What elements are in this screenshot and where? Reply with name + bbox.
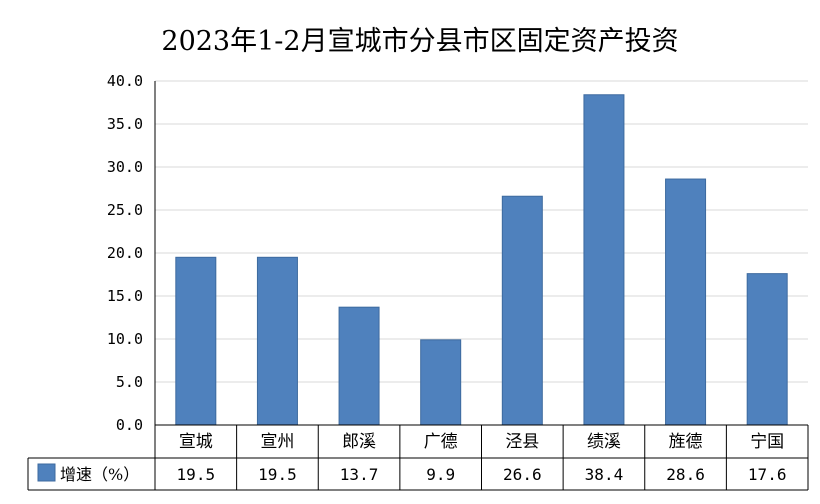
x-category-label: 广德 bbox=[424, 432, 458, 452]
data-value-label: 19.5 bbox=[177, 465, 216, 484]
data-value-label: 17.6 bbox=[748, 465, 787, 484]
bar bbox=[256, 256, 298, 426]
x-category-label: 郎溪 bbox=[342, 432, 376, 452]
y-tick-label: 10.0 bbox=[107, 330, 143, 348]
data-value-label: 13.7 bbox=[340, 465, 379, 484]
x-category-label: 绩溪 bbox=[587, 432, 621, 452]
bars bbox=[175, 94, 788, 426]
y-tick-label: 30.0 bbox=[107, 158, 143, 176]
gridlines bbox=[155, 80, 808, 383]
x-category-label: 宣城 bbox=[179, 432, 213, 452]
data-value-label: 19.5 bbox=[258, 465, 297, 484]
data-value-label: 38.4 bbox=[585, 465, 624, 484]
bar bbox=[746, 273, 788, 426]
y-tick-label: 35.0 bbox=[107, 115, 143, 133]
bar bbox=[583, 94, 625, 426]
data-value-label: 9.9 bbox=[426, 465, 455, 484]
data-value-label: 28.6 bbox=[666, 465, 705, 484]
bar bbox=[420, 339, 462, 426]
y-tick-label: 20.0 bbox=[107, 244, 143, 262]
chart-title: 2023年1-2月宣城市分县市区固定资产投资 bbox=[161, 26, 678, 57]
data-table: 宣城 19.5 宣州 19.5 郎溪 13.7 广德 9.9 泾县 26.6 绩溪 38.4 旌德 28.… bbox=[37, 432, 787, 484]
x-category-label: 宁国 bbox=[750, 432, 784, 452]
y-tick-label: 25.0 bbox=[107, 201, 143, 219]
y-tick-labels: 0.0 5.0 10.0 15.0 20.0 25.0 30.0 35.0 40.0 bbox=[107, 72, 143, 434]
axes bbox=[27, 81, 809, 491]
bar bbox=[665, 178, 707, 426]
bar bbox=[501, 195, 543, 426]
bar bbox=[175, 256, 217, 426]
y-tick-label: 5.0 bbox=[116, 373, 143, 391]
legend-swatch bbox=[37, 463, 56, 482]
y-tick-label: 40.0 bbox=[107, 72, 143, 90]
x-category-label: 旌德 bbox=[669, 432, 703, 452]
x-category-label: 宣州 bbox=[260, 432, 294, 452]
legend-label: 增速（%） bbox=[60, 465, 139, 484]
bar bbox=[338, 306, 380, 426]
data-value-label: 26.6 bbox=[503, 465, 542, 484]
x-category-label: 泾县 bbox=[505, 432, 539, 452]
y-tick-label: 15.0 bbox=[107, 287, 143, 305]
y-tick-label: 0.0 bbox=[116, 416, 143, 434]
